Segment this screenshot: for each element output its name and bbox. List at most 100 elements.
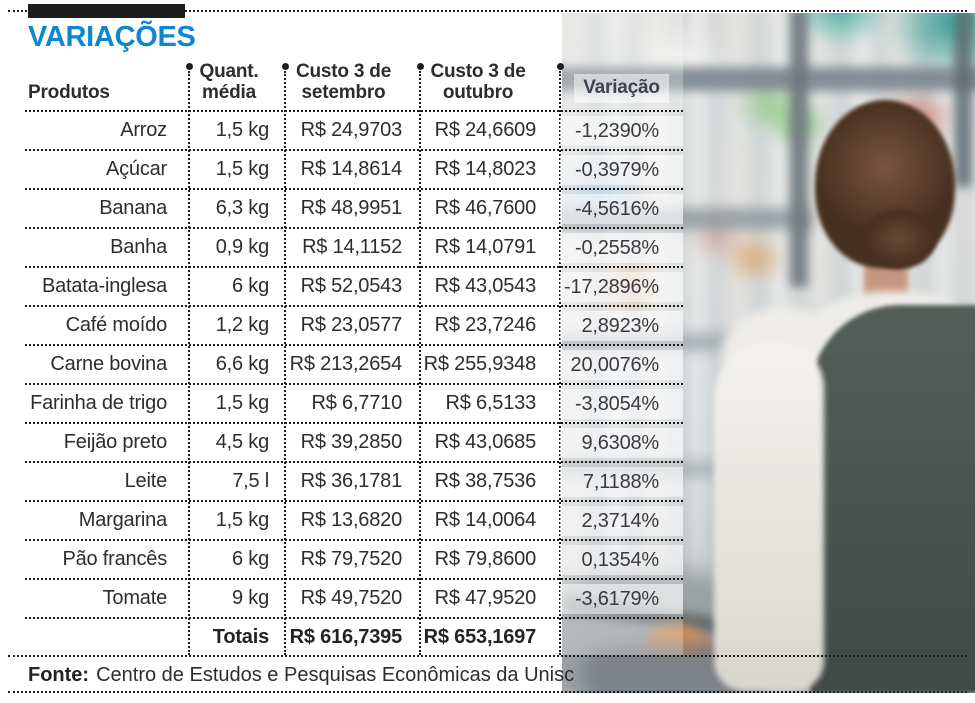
- shopper-vest: [810, 305, 975, 693]
- cell-quant: 0,9 kg: [215, 236, 269, 258]
- page-title: VARIAÇÕES: [28, 21, 196, 53]
- table-row: Arroz 1,5 kg R$ 24,9703 R$ 24,6609 -1,2390%: [25, 112, 683, 151]
- cell-variacao: 0,1354%: [560, 544, 683, 575]
- cell-quant: 1,5 kg: [215, 509, 269, 531]
- table-row: Leite 7,5 l R$ 36,1781 R$ 38,7536 7,1188%: [25, 463, 683, 502]
- totals-row: Totais R$ 616,7395 R$ 653,1697: [25, 619, 683, 656]
- variation-value: 20,0076%: [560, 349, 683, 380]
- cell-custo_setembro: R$ 39,2850: [300, 431, 403, 453]
- variation-value: -17,2896%: [560, 271, 683, 302]
- cell-variacao: 7,1188%: [560, 466, 683, 497]
- variation-value: -3,6179%: [560, 583, 683, 614]
- cell-custo_setembro: R$ 23,0577: [300, 314, 403, 336]
- cell-quant: 6,6 kg: [215, 353, 269, 375]
- variation-value: -0,3979%: [560, 154, 683, 185]
- table-row: Café moído 1,2 kg R$ 23,0577 R$ 23,7246 2,89…: [25, 307, 683, 346]
- cell-variacao: -3,6179%: [560, 583, 683, 614]
- cell-custo_outubro: R$ 14,0064: [434, 509, 537, 531]
- source-label: Fonte:: [28, 664, 90, 686]
- table-row: Carne bovina 6,6 kg R$ 213,2654 R$ 255,9348…: [25, 346, 683, 385]
- source-dotted-rule: [8, 655, 967, 657]
- cell-quant: 6 kg: [231, 275, 269, 297]
- cell-produto: Leite: [124, 470, 168, 492]
- cell-custo_setembro: R$ 24,9703: [300, 119, 403, 141]
- variation-value: 0,1354%: [560, 544, 683, 575]
- cell-produto: Tomate: [102, 587, 168, 609]
- table-row: Açúcar 1,5 kg R$ 14,8614 R$ 14,8023 -0,3979%: [25, 151, 683, 190]
- table-row: Banana 6,3 kg R$ 48,9951 R$ 46,7600 -4,5616%: [25, 190, 683, 229]
- variation-value: -3,8054%: [560, 388, 683, 419]
- cell-produto: Batata-inglesa: [41, 275, 167, 297]
- cell-custo_setembro: R$ 79,7520: [300, 548, 403, 570]
- cell-custo_outubro: R$ 47,9520: [434, 587, 537, 609]
- variation-value: -1,2390%: [560, 115, 683, 146]
- cell-custo_setembro: R$ 52,0543: [300, 275, 403, 297]
- header-quant-media: Quant. média: [189, 61, 285, 110]
- cell-custo_outubro: R$ 46,7600: [434, 197, 537, 219]
- header-custo-outubro: Custo 3 de outubro: [420, 61, 560, 110]
- cell-custo_outubro: R$ 43,0543: [434, 275, 537, 297]
- table-row: Batata-inglesa 6 kg R$ 52,0543 R$ 43,0543 -1…: [25, 268, 683, 307]
- cell-custo_outubro: R$ 255,9348: [423, 353, 537, 375]
- variation-value: -4,5616%: [560, 193, 683, 224]
- cell-custo_outubro: R$ 24,6609: [434, 119, 537, 141]
- source-line: Fonte: Centro de Estudos e Pesquisas Econ…: [28, 660, 574, 690]
- cell-produto: Pão francês: [62, 548, 167, 570]
- table-row: Banha 0,9 kg R$ 14,1152 R$ 14,0791 -0,2558%: [25, 229, 683, 268]
- header-line: Custo 3 de: [430, 61, 526, 82]
- cell-quant: 6 kg: [231, 548, 269, 570]
- shopper-hair-bun: [862, 209, 936, 269]
- source-text: Centro de Estudos e Pesquisas Econômicas…: [96, 664, 575, 686]
- cell-custo_setembro: R$ 48,9951: [300, 197, 403, 219]
- cell-produto: Banana: [99, 197, 167, 219]
- cell-variacao: 20,0076%: [560, 349, 683, 380]
- table-row: Margarina 1,5 kg R$ 13,6820 R$ 14,0064 2,371…: [25, 502, 683, 541]
- cell-variacao: -0,2558%: [560, 232, 683, 263]
- cell-custo_setembro: R$ 213,2654: [289, 353, 403, 375]
- header-black-bar: [28, 4, 185, 18]
- cell-produto: Margarina: [78, 509, 167, 531]
- top-dotted-rule: [8, 10, 967, 12]
- bottom-dotted-rule: [8, 691, 967, 693]
- shopper-shirt-sleeve: [714, 343, 824, 691]
- column-divider: [188, 71, 190, 655]
- cell-produto: Farinha de trigo: [30, 392, 167, 414]
- cell-produto: Feijão preto: [63, 431, 167, 453]
- variation-value: 7,1188%: [560, 466, 683, 497]
- cell-quant: 6,3 kg: [215, 197, 269, 219]
- cell-custo_setembro: R$ 13,6820: [300, 509, 403, 531]
- cell-variacao: 2,3714%: [560, 505, 683, 536]
- cell-custo_setembro: R$ 36,1781: [300, 470, 403, 492]
- cell-quant: 1,5 kg: [215, 158, 269, 180]
- cell-produto: Açúcar: [105, 158, 167, 180]
- cell-variacao: -3,8054%: [560, 388, 683, 419]
- totals-setembro: R$ 616,7395: [289, 626, 403, 648]
- header-custo-setembro: Custo 3 de setembro: [285, 61, 420, 110]
- cell-quant: 4,5 kg: [215, 431, 269, 453]
- cell-quant: 1,2 kg: [215, 314, 269, 336]
- variation-value: 9,6308%: [560, 427, 683, 458]
- table-header: Produtos Quant. média Custo 3 de setembr…: [25, 50, 683, 112]
- cell-produto: Arroz: [120, 119, 167, 141]
- cell-produto: Banha: [110, 236, 167, 258]
- totals-label: Totais: [212, 626, 269, 648]
- header-variacao: Variação: [560, 74, 683, 110]
- cell-variacao: 9,6308%: [560, 427, 683, 458]
- cell-custo_setembro: R$ 14,8614: [300, 158, 403, 180]
- cell-custo_outubro: R$ 38,7536: [434, 470, 537, 492]
- cell-custo_setembro: R$ 14,1152: [302, 236, 402, 258]
- header-line: Custo 3 de: [295, 61, 392, 82]
- shelf-upright: [790, 13, 808, 287]
- cell-quant: 1,5 kg: [215, 119, 269, 141]
- cell-custo_outubro: R$ 14,0791: [434, 236, 537, 258]
- cell-produto: Café moído: [65, 314, 168, 336]
- cell-custo_setembro: R$ 49,7520: [300, 587, 403, 609]
- header-line: outubro: [442, 82, 514, 103]
- variation-value: 2,3714%: [560, 505, 683, 536]
- header-line: setembro: [301, 82, 386, 103]
- header-variacao-label: Variação: [574, 74, 669, 103]
- table-row: Tomate 9 kg R$ 49,7520 R$ 47,9520 -3,6179%: [25, 580, 683, 619]
- table-body: Arroz 1,5 kg R$ 24,9703 R$ 24,6609 -1,2390% A…: [25, 112, 683, 619]
- cell-produto: Carne bovina: [50, 353, 167, 375]
